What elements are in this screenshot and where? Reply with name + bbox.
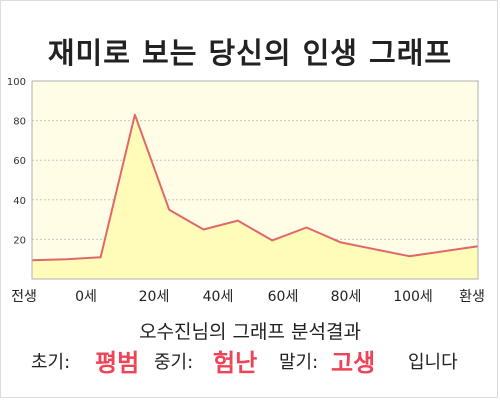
analysis-title: 오수진님의 그래프 분석결과: [139, 321, 361, 343]
early-value: 평범: [95, 349, 140, 377]
x-tick-label: 100세: [393, 289, 433, 305]
analysis-result: 초기: 평범 중기: 험난 말기: 고생 입니다: [0, 345, 500, 385]
plot-frame: [31, 80, 479, 280]
y-tick-label: 100: [7, 77, 26, 88]
late-value: 고생: [331, 349, 376, 377]
life-graph-chart: 20 40 60 80 100 전생 0세 20세 40세 60세 80세 100세 환생: [7, 77, 485, 305]
page-title: 재미로 보는 당신의 인생 그래프: [47, 36, 453, 70]
x-tick-label: 20세: [139, 289, 170, 305]
y-tick-label: 20: [13, 235, 26, 246]
y-axis-ticks: 20 40 60 80 100: [7, 77, 26, 246]
life-area: [32, 114, 478, 279]
middle-value: 험난: [213, 349, 258, 377]
y-tick-label: 40: [13, 196, 26, 207]
early-label: 초기:: [31, 352, 71, 373]
life-line: [31, 113, 479, 262]
x-tick-label: 0세: [75, 289, 97, 305]
closing-text: 입니다: [408, 352, 458, 373]
x-tick-label: 40세: [203, 289, 234, 305]
x-tick-label: 60세: [268, 289, 299, 305]
late-label: 말기:: [279, 352, 319, 373]
y-tick-label: 80: [13, 117, 26, 128]
x-tick-label: 환생: [459, 289, 485, 305]
middle-label: 중기:: [154, 352, 194, 373]
y-tick-label: 60: [13, 156, 26, 167]
x-tick-label: 전생: [11, 289, 37, 305]
x-tick-label: 80세: [331, 289, 362, 305]
x-axis-ticks: 전생 0세 20세 40세 60세 80세 100세 환생: [11, 289, 485, 305]
